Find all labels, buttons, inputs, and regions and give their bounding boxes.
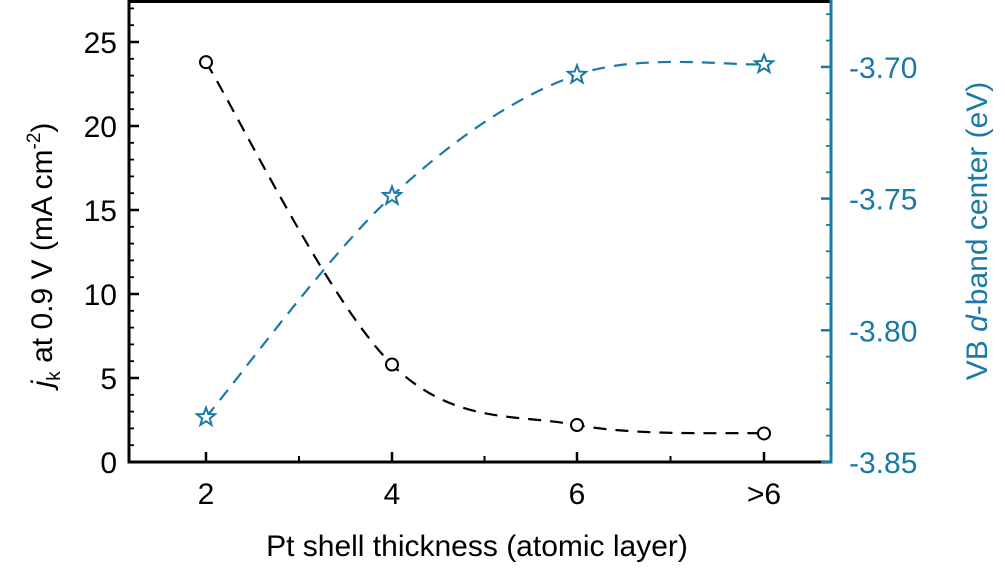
y-tick-label: 15	[84, 195, 117, 228]
x-axis-label: Pt shell thickness (atomic layer)	[266, 530, 688, 563]
y2-tick-label: -3.75	[849, 184, 917, 217]
series-layer	[194, 51, 776, 441]
y-axis-label: jk at 0.9 V (mA cm-2)	[24, 123, 65, 392]
series-2-point	[194, 404, 218, 428]
x-tick-label: 4	[384, 478, 401, 511]
plot-area: 2 4 6 >6 0 5 10 15 20 25 -3.85 -3.80 -3.75 -3.70	[84, 0, 917, 511]
x-tick-label: >6	[747, 478, 781, 511]
series-1-point	[570, 418, 584, 433]
y2-axis-label: VB d-band center (eV)	[961, 82, 994, 381]
y2-tick-label: -3.85	[849, 447, 917, 480]
x-tick-label: 6	[569, 478, 586, 511]
y-tick-label: 10	[84, 279, 117, 312]
series-2-point	[752, 51, 776, 75]
series-1-point	[757, 426, 771, 441]
x-tick-label: 2	[198, 478, 215, 511]
series-1-point	[199, 55, 213, 70]
y-tick-label: 0	[100, 447, 117, 480]
y2-tick-label: -3.70	[849, 52, 917, 85]
y-tick-label: 20	[84, 111, 117, 144]
series-2-point	[380, 183, 404, 206]
series-2-line	[205, 60, 765, 418]
series-1-line	[205, 61, 765, 435]
series-1-point	[385, 357, 399, 372]
y2-tick-label: -3.80	[849, 315, 917, 348]
y-tick-label: 5	[100, 363, 117, 396]
y-tick-label: 25	[84, 27, 117, 60]
series-2-point	[565, 62, 589, 85]
